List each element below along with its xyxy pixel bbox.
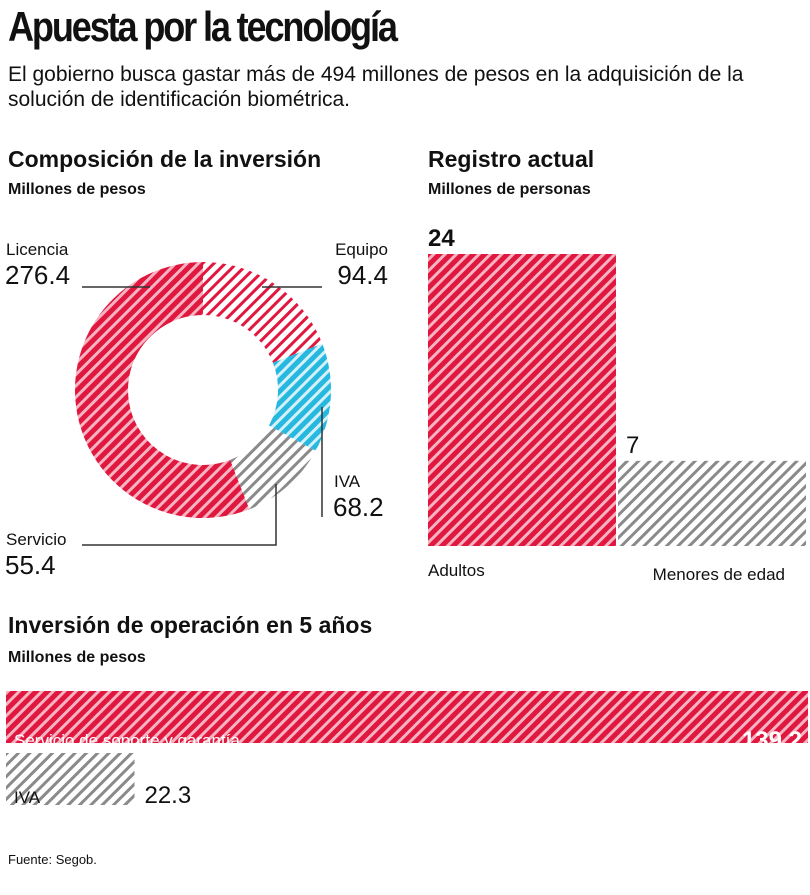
- operation-bar-chart: Servicio de soporte y garantía 139.2 IVA…: [6, 691, 808, 809]
- composition-unit: Millones de pesos: [8, 181, 146, 198]
- donut-value-iva: 68.2: [333, 492, 384, 522]
- hbar-servicio: [6, 691, 808, 743]
- source-note: Fuente: Segob.: [8, 852, 97, 867]
- leader-line-servicio: [82, 484, 277, 546]
- hbar-value-servicio: 139.2: [742, 727, 802, 754]
- donut-slice-servicio: [230, 425, 316, 510]
- bar-label-adultos: Adultos: [428, 561, 485, 580]
- hbar-iva: [6, 753, 135, 805]
- hbar-label-servicio: Servicio de soporte y garantía: [14, 731, 240, 750]
- bar-value-menores: 7: [626, 432, 639, 459]
- bar-label-menores: Menores de edad: [653, 565, 785, 584]
- composition-title: Composición de la inversión: [8, 146, 322, 172]
- registry-unit: Millones de personas: [428, 181, 591, 198]
- donut-label-licencia: Licencia: [6, 240, 69, 259]
- donut-label-servicio: Servicio: [6, 530, 66, 549]
- hbar-label-iva: IVA: [14, 788, 41, 807]
- donut-chart: Licencia 276.4 Equipo 94.4 IVA 68.2 Serv…: [5, 240, 388, 580]
- donut-value-equipo: 94.4: [337, 260, 388, 290]
- hbar-value-iva: 22.3: [144, 782, 191, 809]
- donut-slice-licencia: [75, 262, 250, 518]
- bar-adultos: [428, 254, 616, 546]
- donut-value-servicio: 55.4: [5, 550, 56, 580]
- registry-bar-chart: 24 7 Adultos Menores de edad: [428, 225, 806, 584]
- donut-label-iva: IVA: [334, 472, 361, 491]
- donut-slice-equipo: [203, 262, 323, 363]
- bar-value-adultos: 24: [428, 225, 455, 252]
- page-title: Apuesta por la tecnología: [8, 3, 398, 50]
- registry-title: Registro actual: [428, 146, 595, 172]
- operation-unit: Millones de pesos: [8, 649, 146, 666]
- operation-title: Inversión de operación en 5 años: [8, 612, 373, 638]
- bar-menores: [618, 460, 806, 546]
- donut-slice-iva: [268, 343, 331, 451]
- donut-label-equipo: Equipo: [335, 240, 388, 259]
- page-subtitle: El gobierno busca gastar más de 494 mill…: [8, 63, 744, 111]
- donut-value-licencia: 276.4: [5, 260, 70, 290]
